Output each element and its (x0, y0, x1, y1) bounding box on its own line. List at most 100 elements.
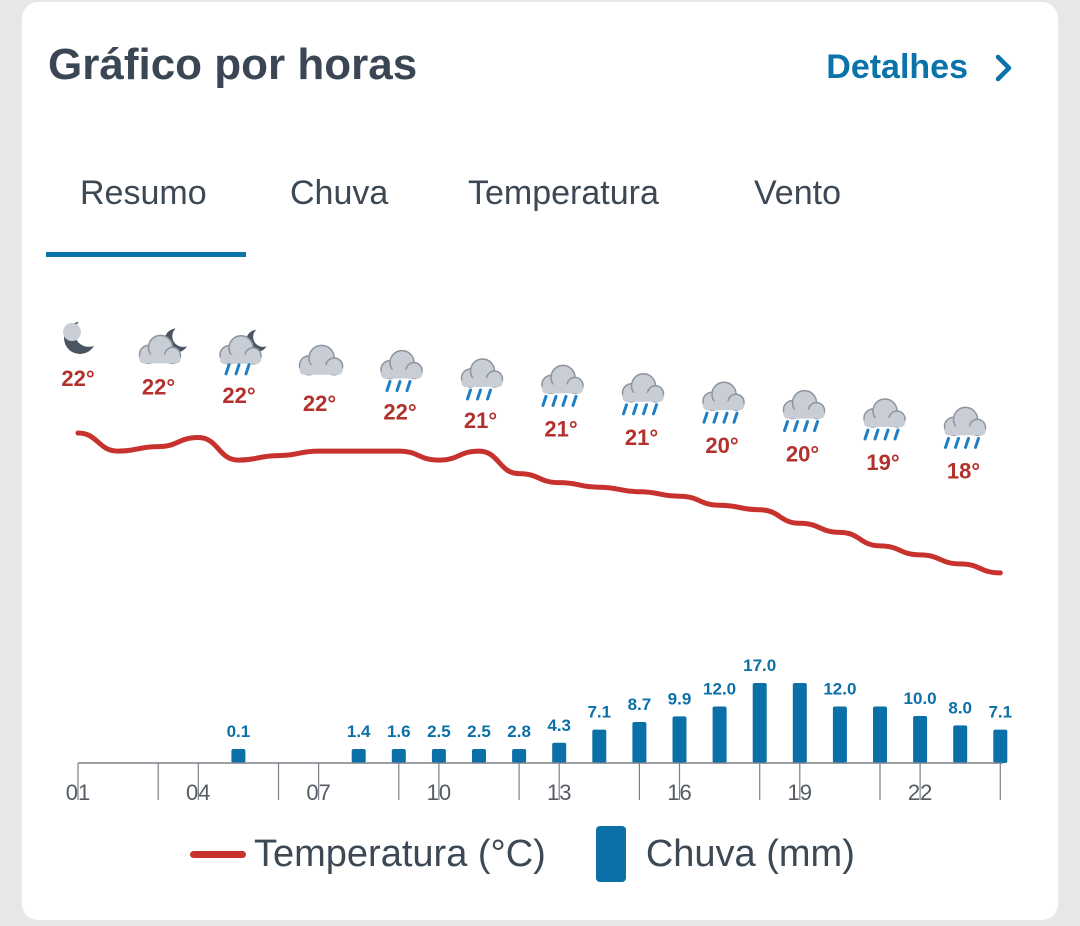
rain-drop (224, 363, 231, 376)
cloud-icon (298, 344, 344, 376)
rain-drop (642, 403, 648, 416)
moon-cutout (253, 327, 273, 347)
temperature-label: 21° (544, 416, 577, 441)
rain-bar (953, 725, 968, 763)
rain-drop (551, 394, 558, 407)
rain-drop (732, 411, 739, 424)
card-title: Gráfico por horas (48, 40, 418, 89)
rain-bar (752, 683, 767, 763)
rain-drop (944, 436, 950, 449)
chart-legend: Temperatura (°C) Chuva (mm) (190, 822, 855, 886)
rain-bar (873, 706, 887, 763)
x-tick-label: 07 (306, 780, 330, 805)
x-tick-label: 22 (908, 780, 932, 805)
tab-temperatura[interactable]: Temperatura (468, 174, 659, 212)
temperature-label: 22° (222, 383, 255, 408)
cloud-puff (63, 323, 81, 341)
cloud-base (783, 409, 825, 419)
rain-drop (405, 380, 412, 393)
temperature-label: 22° (383, 400, 416, 425)
temperature-label: 20° (705, 433, 738, 458)
tab-bar: Resumo Chuva Temperatura Vento (46, 150, 1036, 258)
rain-label: 9.9 (668, 689, 692, 708)
rain-label: 12.0 (703, 680, 736, 699)
rain-label: 12.0 (823, 680, 856, 699)
rain-drop (244, 363, 251, 376)
tab-chuva[interactable]: Chuva (290, 174, 389, 212)
cloud-base (542, 384, 583, 394)
legend-temperature-swatch (190, 850, 246, 858)
cloud-heavy-rain-icon (621, 373, 665, 416)
rain-label: 7.1 (988, 703, 1012, 722)
tab-resumo[interactable]: Resumo (80, 174, 207, 212)
rain-drop (712, 411, 719, 424)
rain-label: 8.7 (628, 695, 652, 714)
temperature-label: 18° (947, 458, 980, 483)
rain-drop (571, 394, 578, 407)
rain-drop (793, 420, 799, 433)
rain-label: 4.3 (547, 716, 571, 735)
cloud-heavy-rain-icon (541, 364, 584, 407)
hourly-chart-card (22, 2, 1058, 920)
rain-bar (391, 749, 406, 763)
temperature-label: 20° (786, 442, 819, 467)
cloud-base (220, 354, 261, 364)
temperature-label: 22° (142, 374, 175, 399)
moon-cloud-icon (63, 318, 104, 354)
rain-drop (702, 411, 709, 424)
rain-drop (873, 428, 880, 441)
cloud-heavy-rain-icon (782, 389, 826, 433)
legend-temperature-label: Temperatura (°C) (254, 832, 546, 875)
cloud-base (381, 369, 422, 379)
cloud-heavy-rain-icon (943, 406, 987, 449)
rain-bar (351, 749, 366, 763)
rain-drop (541, 394, 548, 407)
tab-vento[interactable]: Vento (754, 174, 841, 212)
rain-drop (964, 436, 970, 449)
rain-label: 1.6 (387, 722, 411, 741)
rain-bar (712, 706, 727, 763)
details-label: Detalhes (826, 48, 968, 86)
cloud-base (864, 418, 905, 427)
cloud-heavy-rain-icon (863, 398, 906, 441)
rain-bar (552, 742, 567, 763)
cloud-moon-icon (138, 325, 194, 365)
rain-drop (395, 380, 402, 393)
rain-drop (954, 436, 960, 449)
rain-drop (652, 403, 658, 416)
rain-drop (863, 428, 870, 441)
active-tab-indicator (46, 252, 246, 257)
x-tick-label: 01 (66, 780, 90, 805)
rain-bar (792, 683, 807, 763)
rain-bar (832, 706, 847, 763)
cloud-base (299, 365, 343, 375)
cloud-rain-icon (380, 349, 423, 393)
cloud-base (622, 392, 664, 402)
temperature-label: 21° (464, 408, 497, 433)
cloud-base (461, 378, 503, 387)
x-tick-label: 16 (667, 780, 691, 805)
rain-label: 8.0 (948, 698, 972, 717)
temperature-label: 22° (61, 366, 94, 391)
rain-bar (592, 729, 607, 763)
rain-drop (385, 380, 392, 393)
rain-drop (466, 388, 472, 401)
rain-drop (486, 388, 492, 401)
rain-drop (622, 403, 628, 416)
rain-bar (632, 722, 647, 763)
x-tick-label: 19 (788, 780, 812, 805)
rain-drop (974, 436, 980, 449)
cloud-moon-rain-icon (219, 327, 273, 376)
temperature-line (75, 430, 1003, 576)
rain-bar (672, 716, 687, 763)
rain-bar (431, 749, 446, 763)
rain-bar (231, 749, 246, 763)
cloud-base (139, 354, 181, 364)
details-link[interactable]: Detalhes (826, 48, 1014, 87)
x-tick-label: 10 (427, 780, 451, 805)
rain-label: 17.0 (743, 656, 776, 675)
rain-drop (632, 403, 638, 416)
x-tick-label: 13 (547, 780, 571, 805)
rain-bar (993, 729, 1008, 763)
